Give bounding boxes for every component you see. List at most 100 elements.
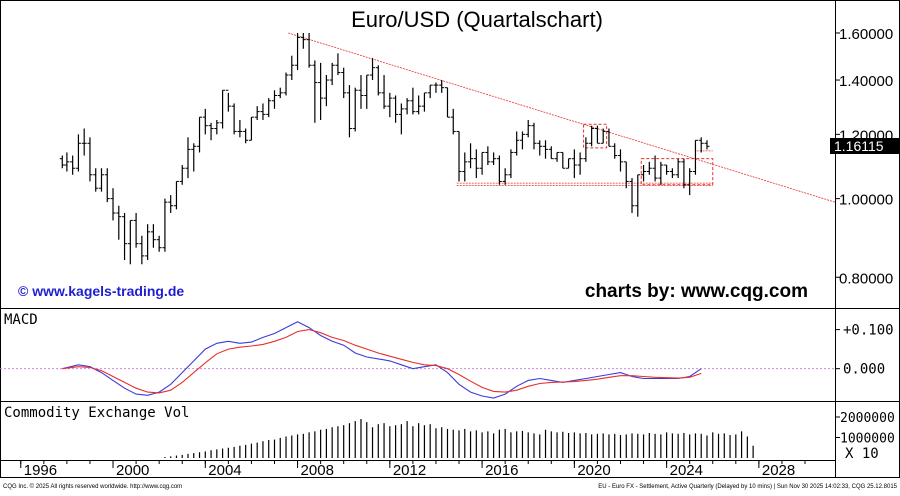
ohlc-bar [652, 155, 658, 182]
ohlc-bar [231, 103, 237, 135]
x-tick-label: 2024 [670, 462, 703, 479]
ohlc-bar [59, 155, 65, 169]
ohlc-bar [537, 140, 543, 156]
ohlc-bar [110, 188, 116, 221]
ohlc-bar [266, 98, 272, 118]
ohlc-bar [514, 131, 520, 156]
ohlc-bar [635, 174, 641, 217]
ohlc-bar [577, 152, 583, 175]
volume-y-tick-label: 2000000 [840, 411, 895, 426]
ohlc-bar [323, 75, 329, 107]
price-y-tick-label: 1.00000 [839, 192, 893, 209]
ohlc-bar [502, 168, 508, 185]
ohlc-bar [98, 168, 104, 192]
ohlc-bar [370, 58, 376, 81]
ohlc-bar [185, 137, 191, 179]
ohlc-bar [519, 131, 525, 150]
footer-right: EU - Euro FX - Settlement, Active Quarte… [598, 484, 897, 490]
x-tick-label: 2004 [208, 462, 241, 479]
x-tick-label: 2020 [577, 462, 610, 479]
ohlc-bar [202, 108, 208, 135]
ohlc-bar [485, 146, 491, 166]
ohlc-bar [381, 75, 387, 109]
ohlc-bar [479, 151, 485, 175]
ohlc-bar [675, 158, 681, 179]
ohlc-bar [444, 87, 450, 118]
ohlc-bar [508, 149, 514, 179]
ohlc-bar [583, 137, 589, 162]
x-tick-label: 1996 [24, 462, 57, 479]
ohlc-bar [122, 213, 128, 261]
ohlc-bar [410, 87, 416, 115]
ohlc-bar [543, 140, 549, 159]
last-price-box [830, 138, 900, 154]
ohlc-bar [664, 164, 670, 175]
ohlc-bar [571, 149, 577, 179]
ohlc-bar [439, 80, 445, 93]
ohlc-bar [64, 152, 70, 172]
ohlc-bar [312, 60, 318, 123]
ohlc-bar [393, 95, 399, 123]
ohlc-bar [589, 125, 595, 147]
ohlc-bar [496, 155, 502, 185]
ohlc-bar [692, 139, 698, 175]
ohlc-bar [681, 158, 687, 189]
ohlc-bar [243, 128, 249, 144]
ohlc-bar [295, 32, 301, 71]
last-price-marker: 1.16115 [830, 138, 900, 154]
ohlc-bar [416, 95, 422, 115]
highlight-box [640, 158, 714, 186]
x-tick-label: 2008 [301, 462, 334, 479]
ohlc-bar [617, 149, 623, 172]
ohlc-bar [318, 62, 324, 120]
ohlc-bar [548, 146, 554, 160]
ohlc-bar [352, 87, 358, 132]
price-bars [59, 32, 710, 265]
ohlc-bar [225, 89, 231, 112]
ohlc-bar [87, 137, 93, 182]
ohlc-bar [289, 55, 295, 81]
ohlc-bar [554, 151, 560, 162]
price-y-tick-label: 1.40000 [839, 73, 893, 90]
ohlc-bar [450, 108, 456, 135]
footer-left: CQG Inc. © 2025 All rights reserved worl… [3, 483, 182, 490]
ohlc-bar [364, 74, 370, 109]
last-price-label: 1.16115 [834, 138, 884, 154]
ohlc-bar [162, 198, 168, 252]
ohlc-bar [646, 161, 652, 175]
ohlc-bar [525, 119, 531, 138]
ohlc-bar [145, 224, 151, 261]
ohlc-bar [283, 72, 289, 96]
macd-series-line [62, 329, 702, 394]
ohlc-bar [93, 168, 99, 192]
ohlc-bar [237, 119, 243, 138]
ohlc-bar [531, 122, 537, 150]
price-y-tick-label: 0.80000 [839, 270, 893, 287]
ohlc-bar [491, 152, 497, 166]
x-tick-label: 2012 [393, 462, 426, 479]
ohlc-bar [248, 116, 254, 141]
ohlc-bar [277, 87, 283, 99]
price-annotations [288, 32, 836, 203]
ohlc-bar [341, 67, 347, 99]
ohlc-bar [133, 213, 139, 248]
ohlc-bar [75, 134, 81, 172]
ohlc-bar [254, 106, 260, 120]
ohlc-bar [704, 140, 710, 150]
ohlc-bar [104, 168, 110, 203]
ohlc-bar [139, 235, 145, 265]
x-tick-label: 2016 [485, 462, 518, 479]
ohlc-bar [156, 235, 162, 252]
ohlc-bar [600, 128, 606, 144]
ohlc-bar [404, 98, 410, 115]
ohlc-bar [560, 151, 566, 169]
macd-series-line [62, 321, 702, 399]
ohlc-bar [191, 143, 197, 172]
volume-bars [164, 419, 754, 458]
ohlc-bar [566, 158, 572, 169]
volume-y-axis: 2000000 1000000 [835, 411, 895, 447]
ohlc-bar [612, 143, 618, 159]
watermark-left: © www.kagels-trading.de [18, 283, 184, 299]
ohlc-bar [658, 161, 664, 185]
